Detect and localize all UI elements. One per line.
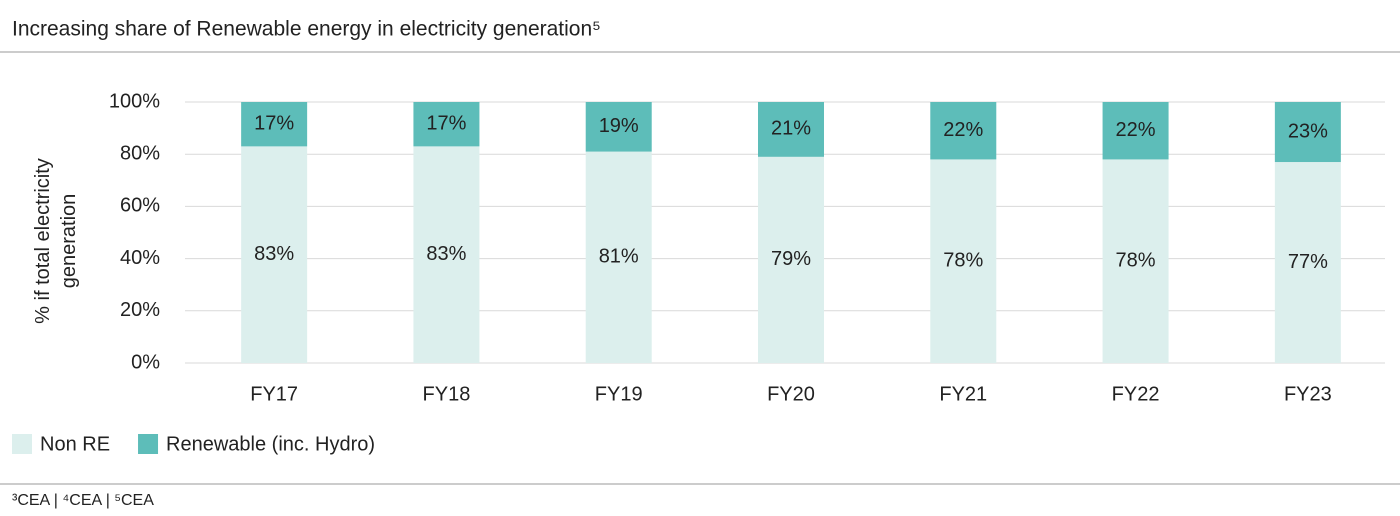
- data-label: 17%: [254, 112, 294, 134]
- bar-segment: [930, 159, 997, 363]
- bar-segment: [1274, 162, 1341, 363]
- data-label: 78%: [943, 249, 983, 271]
- data-label: 77%: [1288, 251, 1328, 273]
- bar-segment: [585, 151, 652, 363]
- bar-segment: [413, 102, 480, 147]
- bar-segment: [930, 102, 997, 160]
- y-tick-label: 20%: [120, 299, 160, 321]
- data-label: 23%: [1288, 120, 1328, 142]
- chart-title: Increasing share of Renewable energy in …: [12, 18, 601, 41]
- data-label: 22%: [1116, 119, 1156, 141]
- footnote: ³CEA | ⁴CEA | ⁵CEA: [12, 492, 154, 509]
- y-tick-label: 0%: [131, 351, 160, 373]
- data-label: 83%: [426, 243, 466, 265]
- y-tick-label: 100%: [109, 90, 160, 112]
- x-tick-label: FY20: [767, 383, 815, 405]
- y-tick-label: 60%: [120, 195, 160, 217]
- bar-segment: [1274, 102, 1341, 163]
- y-tick-label: 40%: [120, 247, 160, 269]
- y-tick-label: 80%: [120, 142, 160, 164]
- legend-label: Renewable (inc. Hydro): [166, 433, 375, 455]
- bar-segment: [585, 102, 652, 152]
- bar-segment: [758, 102, 824, 157]
- data-label: 83%: [254, 243, 294, 265]
- legend-label: Non RE: [40, 433, 110, 455]
- bar-segment: [758, 156, 824, 363]
- data-label: 81%: [599, 246, 639, 268]
- x-tick-label: FY22: [1112, 383, 1160, 405]
- data-label: 79%: [771, 248, 811, 270]
- data-label: 22%: [943, 119, 983, 141]
- legend-swatch: [138, 434, 159, 454]
- bar-segment: [1102, 102, 1169, 160]
- data-label: 19%: [599, 115, 639, 137]
- y-axis-label: % if total electricity generation: [32, 158, 80, 324]
- x-tick-label: FY18: [423, 383, 471, 405]
- data-label: 17%: [426, 112, 466, 134]
- x-tick-label: FY21: [939, 383, 987, 405]
- x-tick-label: FY23: [1284, 383, 1332, 405]
- bar-segment: [241, 102, 308, 147]
- x-tick-label: FY19: [595, 383, 643, 405]
- x-tick-label: FY17: [250, 383, 298, 405]
- bar-segment: [413, 146, 480, 363]
- legend-swatch: [12, 434, 32, 454]
- bar-segment: [1102, 159, 1169, 363]
- bar-segment: [241, 146, 308, 363]
- data-label: 21%: [771, 118, 811, 140]
- data-label: 78%: [1116, 249, 1156, 271]
